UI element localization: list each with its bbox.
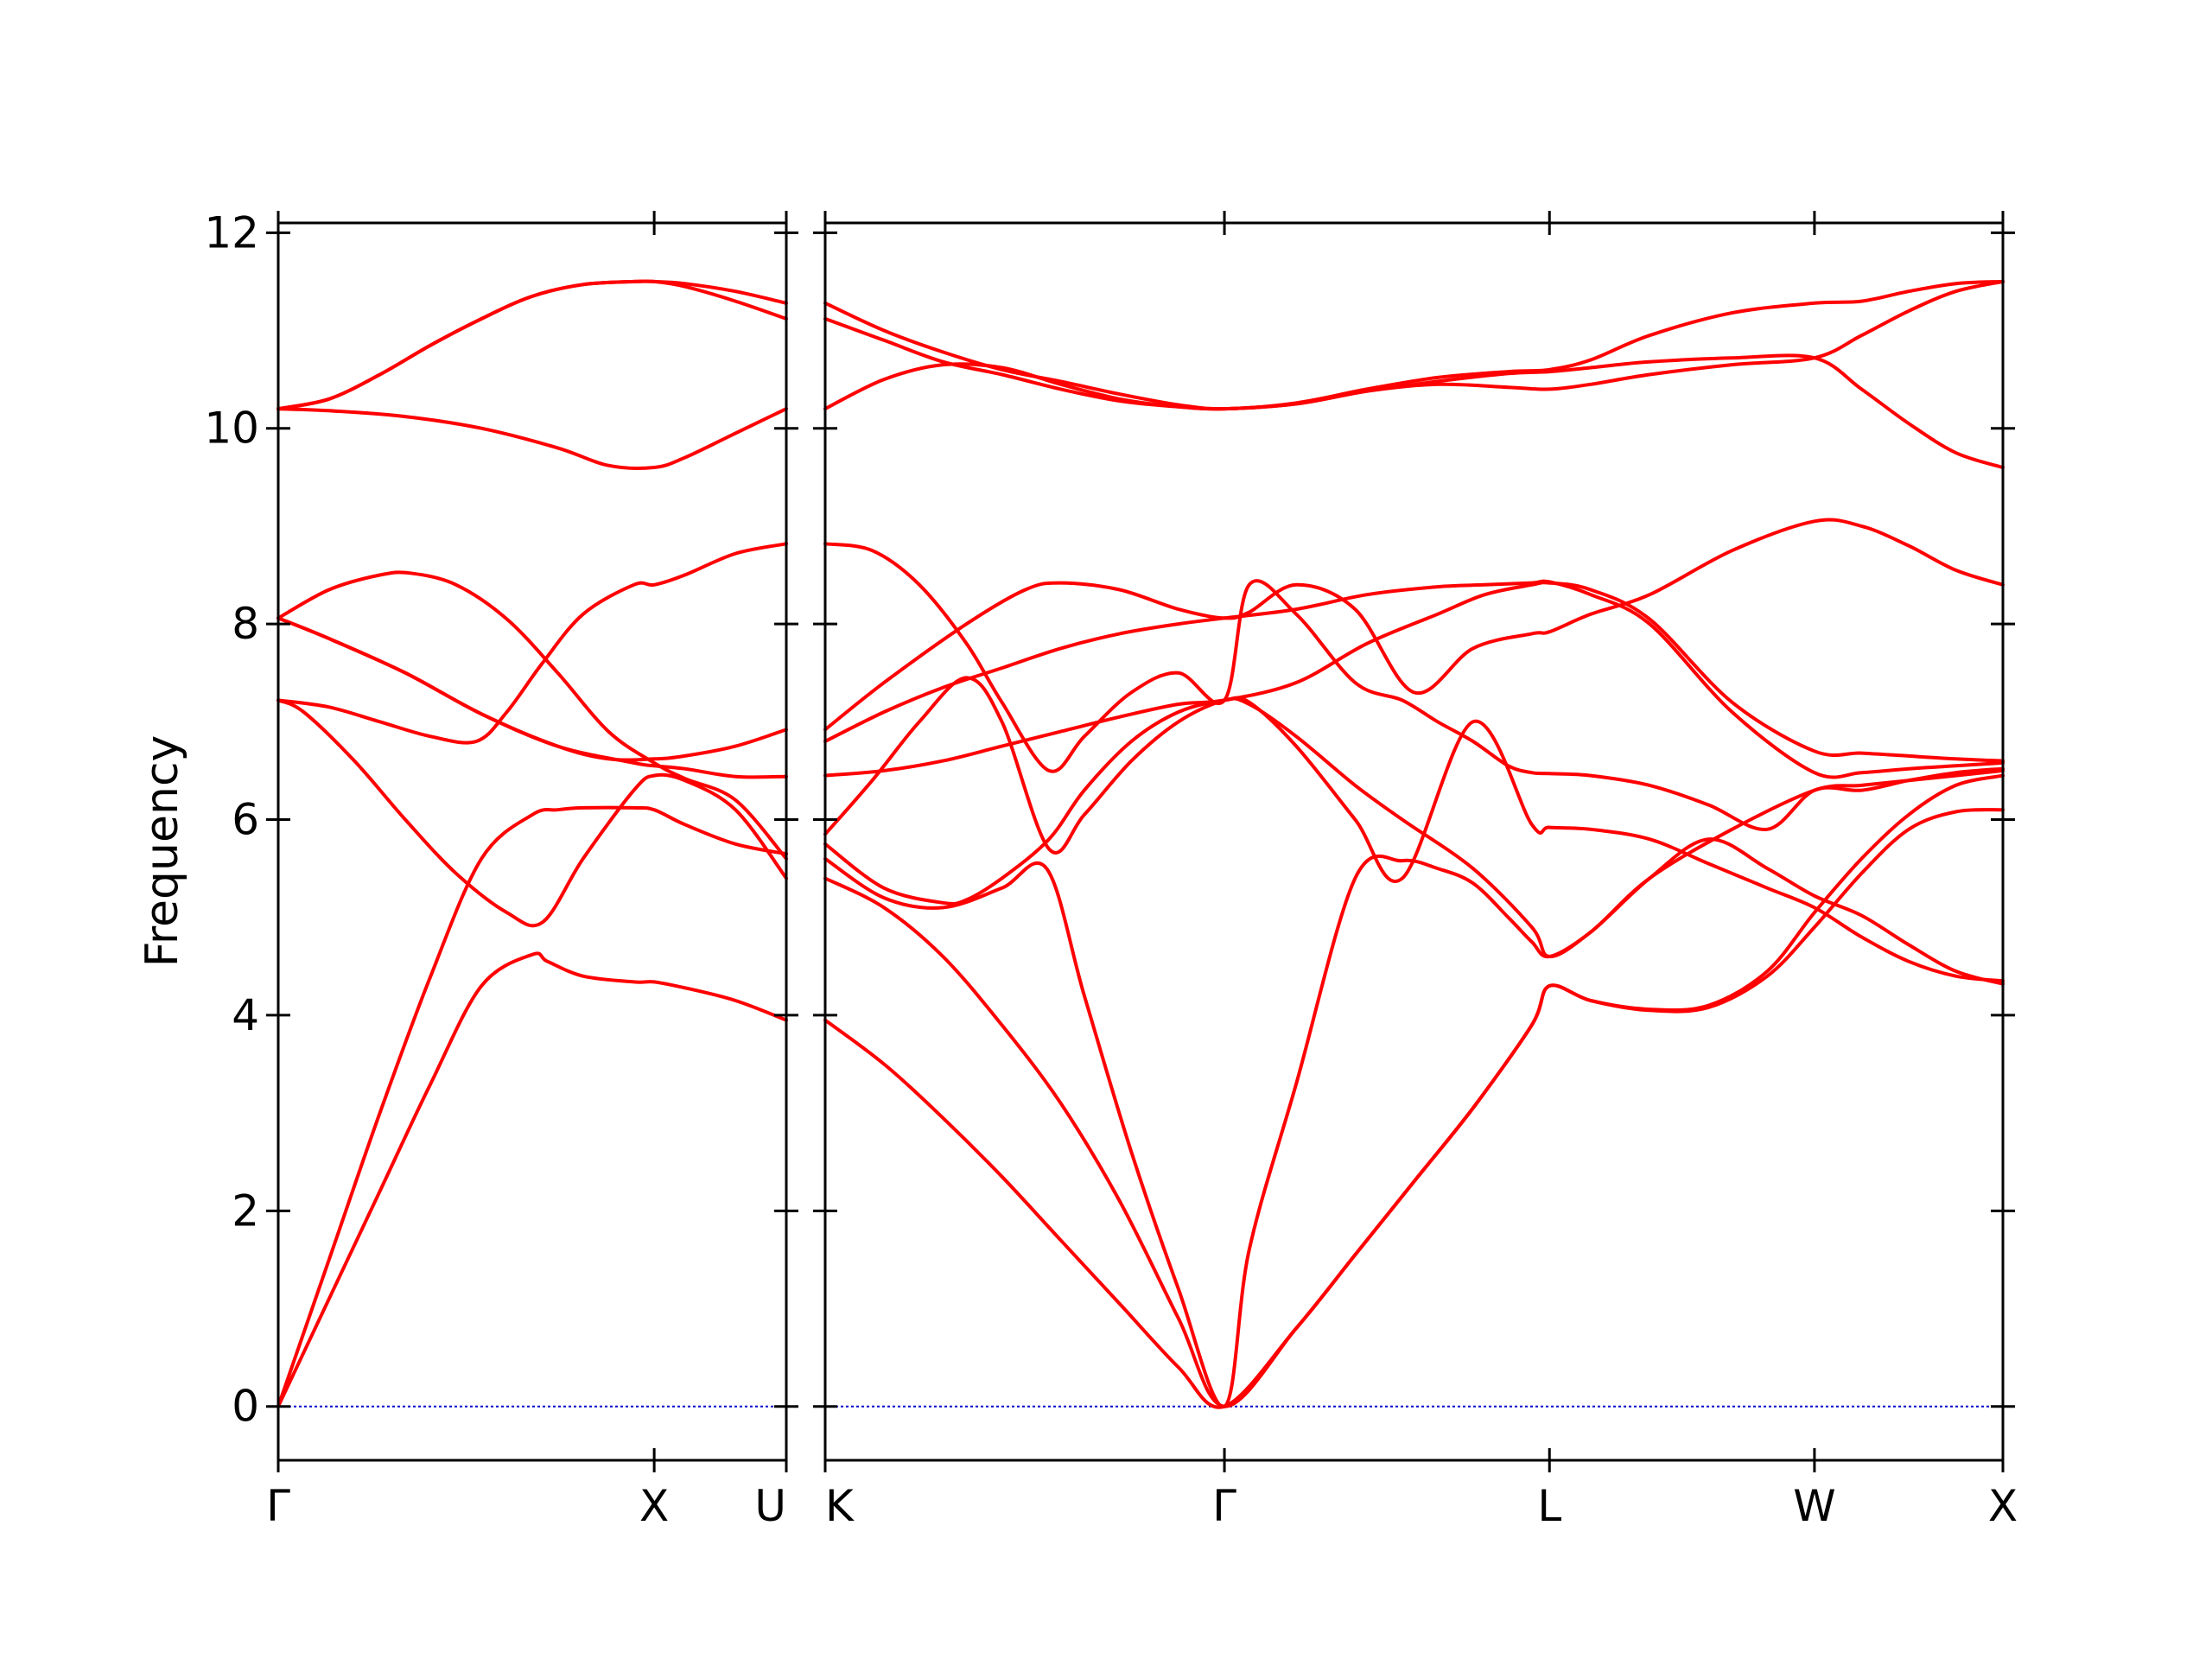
ytick-label-2: 2 [232, 1185, 259, 1236]
band-k-gamma-l-w-x-2 [823, 773, 2005, 1408]
band-k-gamma-l-w-x-7 [823, 579, 2005, 779]
xtick-label-gamma-x-u-1: X [639, 1481, 669, 1531]
band-k-gamma-l-w-x-11 [823, 279, 2005, 411]
band-k-gamma-l-w-x-8 [823, 518, 2005, 732]
band-gamma-x-u-8 [276, 407, 788, 470]
band-k-gamma-l-w-x-12 [823, 279, 2005, 411]
frame-k-gamma-l-w-x [823, 221, 2005, 1462]
band-k-gamma-l-w-x-9 [823, 542, 2005, 831]
ytick-label-8: 8 [232, 599, 259, 649]
ytick-label-4: 4 [232, 990, 259, 1040]
band-gamma-x-u-7 [276, 616, 788, 762]
band-gamma-x-u-1 [276, 805, 788, 1408]
band-gamma-x-u-4 [276, 542, 788, 745]
xtick-label-k-gamma-l-w-x-0: K [825, 1481, 855, 1531]
ytick-label-0: 0 [232, 1382, 259, 1432]
band-k-gamma-l-w-x-4 [823, 696, 2005, 983]
band-curves [276, 279, 2005, 1409]
xtick-label-k-gamma-l-w-x-4: X [1988, 1481, 2018, 1531]
axis-ticks [266, 211, 2015, 1472]
xtick-label-k-gamma-l-w-x-1: Γ [1212, 1481, 1236, 1531]
tick-labels: 0 2 4 6 8 10 12 Γ X U K Γ L W X [204, 207, 2018, 1531]
panel-frames [276, 221, 2005, 1462]
xtick-label-gamma-x-u-2: U [754, 1481, 786, 1531]
band-gamma-x-u-3 [276, 698, 788, 928]
xtick-label-k-gamma-l-w-x-2: L [1537, 1481, 1561, 1531]
band-k-gamma-l-w-x-5 [823, 676, 2005, 958]
band-gamma-x-u-6 [276, 570, 788, 861]
ytick-label-6: 6 [232, 795, 259, 845]
xtick-label-gamma-x-u-0: Γ [266, 1481, 290, 1531]
frame-gamma-x-u [276, 221, 788, 1462]
band-gamma-x-u-10 [276, 279, 788, 411]
band-k-gamma-l-w-x-6 [823, 581, 2005, 778]
ytick-label-12: 12 [204, 207, 259, 257]
y-axis-label: Frequency [137, 735, 188, 968]
xtick-label-k-gamma-l-w-x-3: W [1793, 1481, 1835, 1531]
ytick-label-10: 10 [204, 404, 259, 454]
band-gamma-x-u-2 [276, 951, 788, 1408]
band-k-gamma-l-w-x-10 [823, 353, 2005, 469]
band-k-gamma-l-w-x-3 [823, 837, 2005, 1408]
